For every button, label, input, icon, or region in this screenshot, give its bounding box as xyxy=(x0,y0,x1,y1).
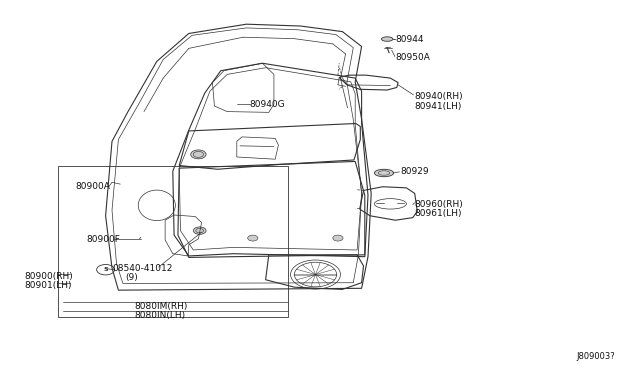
Text: 80941(LH): 80941(LH) xyxy=(415,102,462,110)
Text: 80940G: 80940G xyxy=(250,100,285,109)
Circle shape xyxy=(193,227,206,234)
Text: 8080lM(RH): 8080lM(RH) xyxy=(134,302,188,311)
Text: 80900(RH): 80900(RH) xyxy=(24,272,73,280)
Text: 80900F: 80900F xyxy=(86,235,120,244)
Text: 80900A: 80900A xyxy=(76,182,110,191)
Ellipse shape xyxy=(381,37,393,41)
Bar xyxy=(58,166,288,317)
Text: 80960(RH): 80960(RH) xyxy=(415,200,463,209)
Text: J809003?: J809003? xyxy=(576,352,615,361)
Ellipse shape xyxy=(374,169,394,177)
Circle shape xyxy=(248,235,258,241)
Text: 80901(LH): 80901(LH) xyxy=(24,281,72,290)
Text: 80940(RH): 80940(RH) xyxy=(415,92,463,101)
Text: 80944: 80944 xyxy=(396,35,424,44)
Text: 80929: 80929 xyxy=(400,167,429,176)
Circle shape xyxy=(191,150,206,159)
Text: (9): (9) xyxy=(125,273,138,282)
Text: 80961(LH): 80961(LH) xyxy=(415,209,462,218)
Text: 08540-41012: 08540-41012 xyxy=(112,264,172,273)
Circle shape xyxy=(333,235,343,241)
Text: 80950A: 80950A xyxy=(396,53,430,62)
Text: 8080lN(LH): 8080lN(LH) xyxy=(134,311,186,320)
Text: S: S xyxy=(103,267,108,272)
